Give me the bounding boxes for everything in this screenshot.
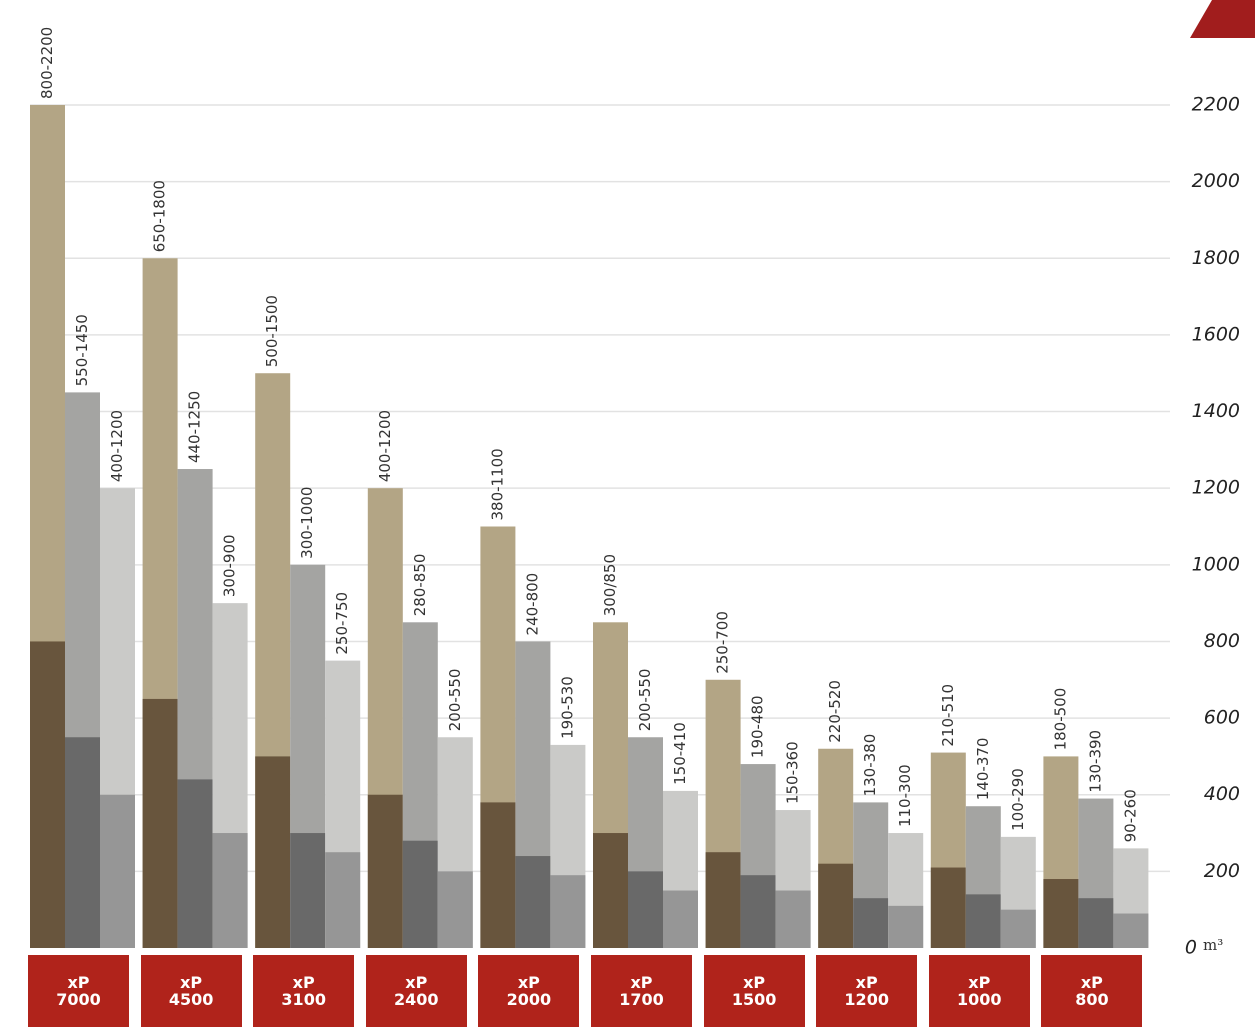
bar-low-segment <box>515 856 551 948</box>
bar-low-segment <box>593 833 628 948</box>
value-label: 90-260 <box>1121 789 1139 842</box>
bar-low-segment <box>325 852 361 948</box>
bar-low-segment <box>965 894 1001 948</box>
y-tick-label: 0 <box>1185 937 1197 959</box>
bar-low-segment <box>1043 879 1079 948</box>
value-label: 150-360 <box>784 741 802 804</box>
category-label: xP 800 <box>1041 955 1143 1027</box>
category-label: xP 4500 <box>140 955 242 1027</box>
value-label: 200-550 <box>446 669 464 732</box>
bar-low-segment <box>367 794 403 948</box>
bar-low-segment <box>775 890 811 948</box>
bar-low-segment <box>740 875 776 948</box>
category-label: xP 1000 <box>928 955 1030 1027</box>
corner-decoration <box>1190 0 1255 38</box>
value-label: 150-410 <box>671 722 689 785</box>
bar-low-segment <box>888 905 924 948</box>
value-label: 250-750 <box>333 592 351 655</box>
bar-low-segment <box>100 794 135 948</box>
y-tick-label: 600 <box>1204 707 1240 729</box>
value-label: 100-290 <box>1009 768 1027 831</box>
bar-low-segment <box>930 867 966 948</box>
value-label: 200-550 <box>636 669 654 732</box>
bar-low-segment <box>705 852 741 948</box>
value-label: 550-1450 <box>73 314 91 386</box>
value-label: 300-900 <box>221 534 239 597</box>
y-tick-label: 2000 <box>1192 170 1240 192</box>
value-label: 650-1800 <box>151 180 169 252</box>
bar-low-segment <box>628 871 663 948</box>
bar-low-segment <box>402 840 438 948</box>
y-tick-label: 1000 <box>1192 553 1240 575</box>
value-label: 280-850 <box>411 554 429 617</box>
bar-low-segment <box>290 833 326 948</box>
value-label: 500-1500 <box>263 295 281 367</box>
value-label: 800-2200 <box>38 27 56 99</box>
category-label: xP 1500 <box>703 955 805 1027</box>
bar-low-segment <box>177 779 213 948</box>
bar-low-segment <box>853 898 889 948</box>
value-label: 250-700 <box>714 611 732 674</box>
value-label: 190-480 <box>749 695 767 758</box>
bar-low-segment <box>1000 909 1036 948</box>
bar-low-segment <box>255 756 291 948</box>
bar-low-segment <box>1113 913 1149 948</box>
category-label: xP 1700 <box>591 955 692 1027</box>
bar-low-segment <box>212 833 248 948</box>
unit-label: m³ <box>1203 936 1223 954</box>
category-label: xP 2000 <box>478 955 580 1027</box>
bar-low-segment <box>480 802 516 948</box>
category-label: xP 1200 <box>816 955 918 1027</box>
value-label: 400-1200 <box>108 410 126 482</box>
value-label: 110-300 <box>896 764 914 827</box>
category-label: xP 2400 <box>365 955 467 1027</box>
bar-low-segment <box>1078 898 1114 948</box>
value-label: 210-510 <box>939 684 957 747</box>
value-label: 300/850 <box>601 554 619 616</box>
y-tick-label: 200 <box>1204 860 1240 882</box>
value-label: 220-520 <box>826 680 844 743</box>
bar-low-segment <box>30 641 65 948</box>
y-tick-label: 1800 <box>1192 247 1240 269</box>
category-label: xP 3100 <box>253 955 355 1027</box>
y-tick-label: 1400 <box>1192 400 1240 422</box>
category-label: xP 7000 <box>28 955 129 1027</box>
bar-low-segment <box>437 871 473 948</box>
y-tick-label: 1200 <box>1192 477 1240 499</box>
value-label: 240-800 <box>523 573 541 636</box>
y-tick-label: 800 <box>1204 630 1240 652</box>
value-label: 400-1200 <box>376 410 394 482</box>
bar-low-segment <box>663 890 698 948</box>
y-tick-label: 2200 <box>1192 94 1240 116</box>
bar-low-segment <box>818 863 854 948</box>
value-label: 140-370 <box>974 738 992 801</box>
bar-low-segment <box>142 698 178 948</box>
y-tick-label: 400 <box>1204 783 1240 805</box>
value-label: 130-380 <box>861 734 879 797</box>
y-tick-label: 1600 <box>1192 323 1240 345</box>
value-label: 300-1000 <box>298 487 316 559</box>
bar-low-segment <box>65 737 100 948</box>
bar-low-segment <box>550 875 586 948</box>
value-label: 130-390 <box>1086 730 1104 793</box>
value-label: 440-1250 <box>186 391 204 463</box>
value-label: 380-1100 <box>488 448 506 520</box>
value-label: 180-500 <box>1051 688 1069 751</box>
value-label: 190-530 <box>558 676 576 739</box>
